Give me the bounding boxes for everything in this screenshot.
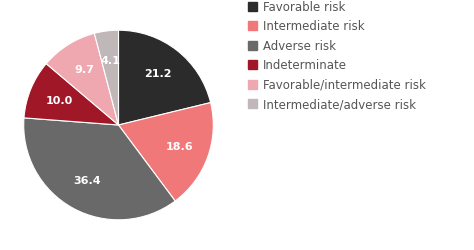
Text: 9.7: 9.7 [74, 66, 94, 76]
Wedge shape [46, 33, 118, 125]
Text: 4.1: 4.1 [100, 56, 120, 66]
Text: 18.6: 18.6 [165, 142, 193, 152]
Text: 10.0: 10.0 [45, 96, 73, 106]
Text: 21.2: 21.2 [145, 69, 172, 79]
Wedge shape [94, 30, 118, 125]
Wedge shape [118, 30, 210, 125]
Legend: Favorable risk, Intermediate risk, Adverse risk, Indeterminate, Favorable/interm: Favorable risk, Intermediate risk, Adver… [247, 0, 426, 111]
Wedge shape [118, 102, 213, 201]
Wedge shape [24, 64, 118, 125]
Wedge shape [24, 118, 175, 220]
Text: 36.4: 36.4 [73, 176, 101, 186]
